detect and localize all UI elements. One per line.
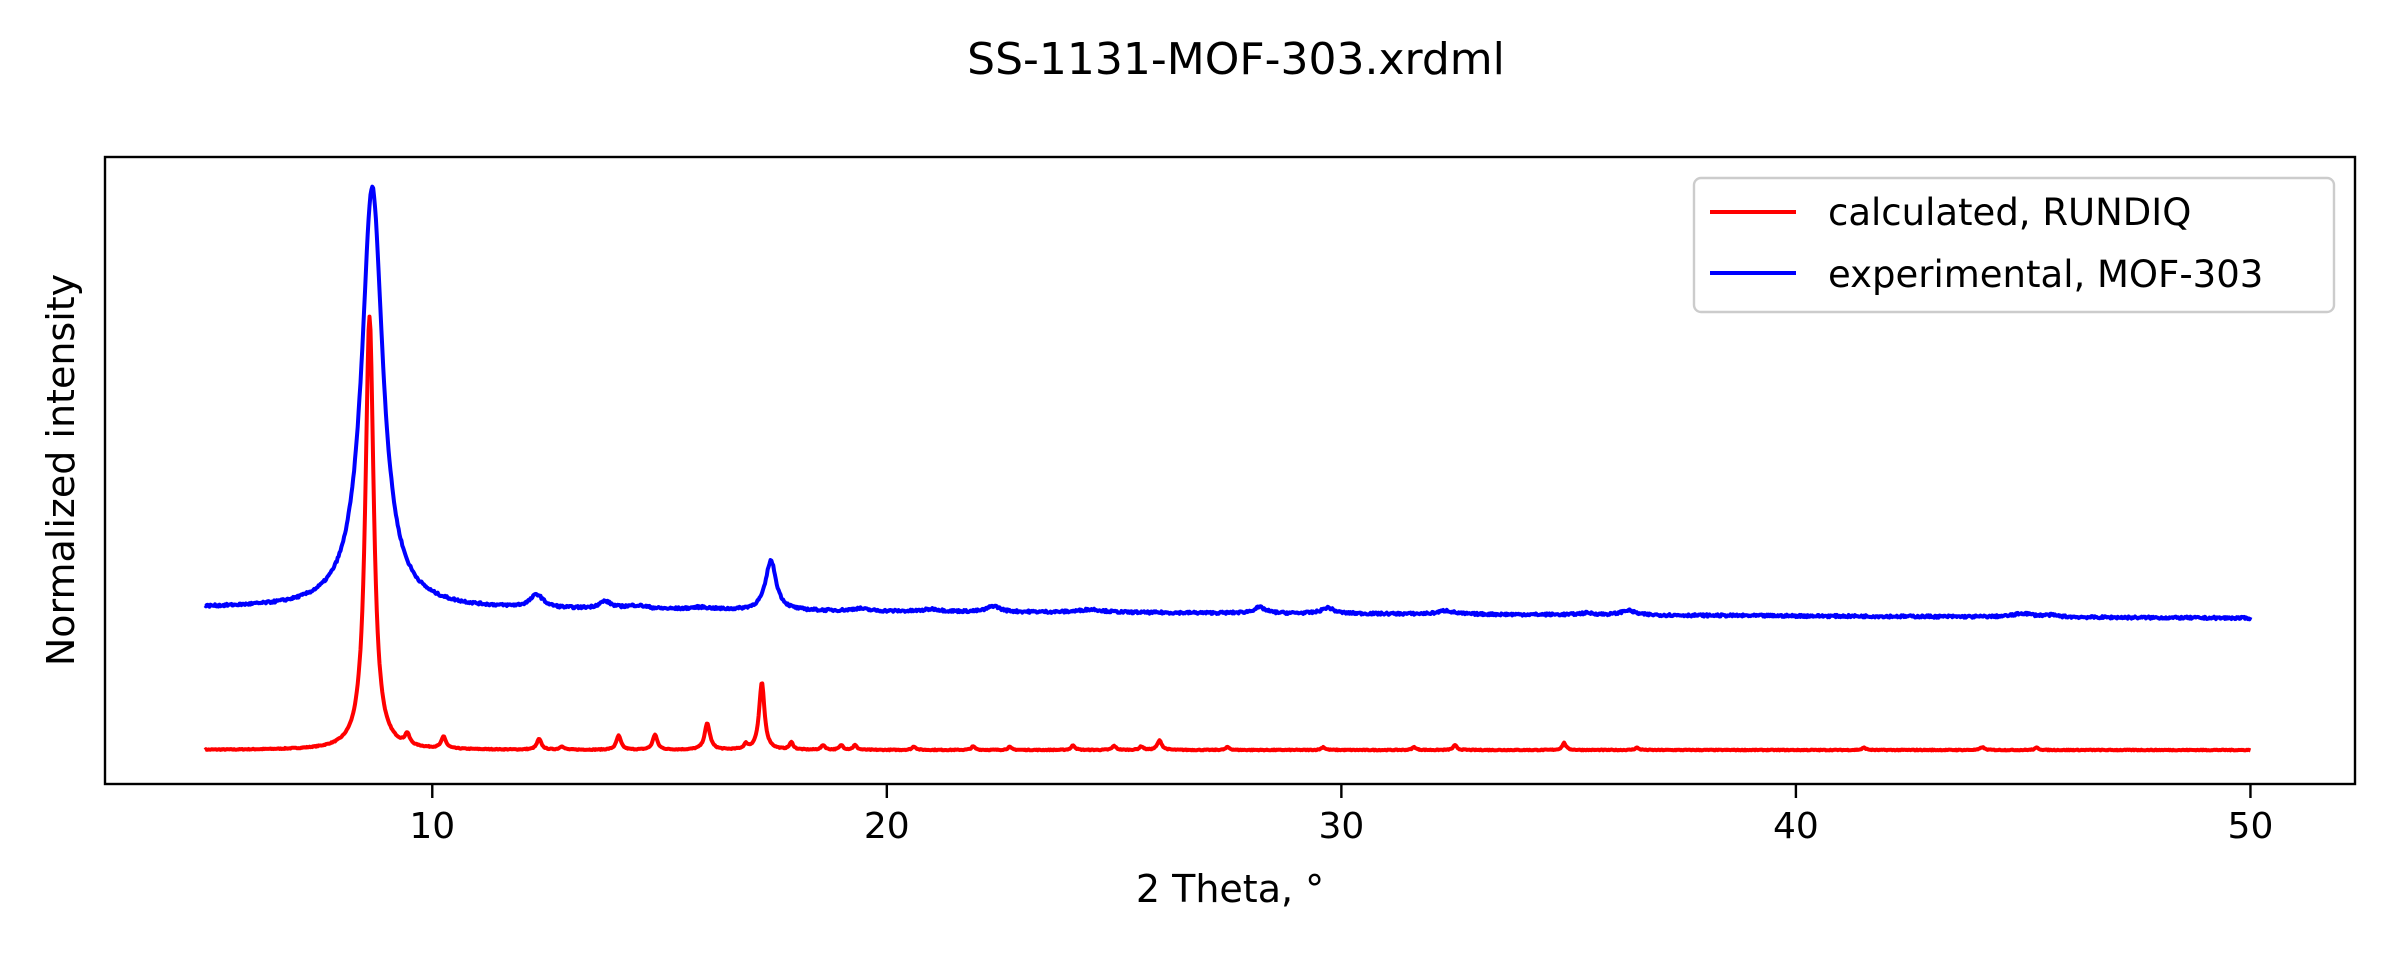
x-tick-label-20: 20 — [864, 806, 910, 847]
x-tick-label-30: 30 — [1318, 806, 1364, 847]
chart-title: SS-1131-MOF-303.xrdml — [967, 34, 1505, 85]
legend-box — [1692, 176, 2336, 314]
plot-frame — [103, 155, 2357, 786]
plot-area — [103, 155, 2357, 786]
x-tick-label-10: 10 — [409, 806, 455, 847]
x-axis: 10 20 30 40 50 — [409, 784, 2273, 847]
x-tick-label-50: 50 — [2228, 806, 2274, 847]
legend: calculated, RUNDIQ experimental, MOF-303 — [1692, 176, 2336, 314]
legend-label-calculated: calculated, RUNDIQ — [1828, 191, 2191, 234]
y-axis-label: Normalized intensity — [39, 274, 83, 666]
x-axis-label: 2 Theta, ° — [1136, 867, 1324, 911]
series-line-calculated — [203, 314, 2252, 753]
series-line-experimental — [203, 184, 2253, 622]
x-tick-label-40: 40 — [1773, 806, 1819, 847]
legend-label-experimental: experimental, MOF-303 — [1828, 253, 2263, 296]
